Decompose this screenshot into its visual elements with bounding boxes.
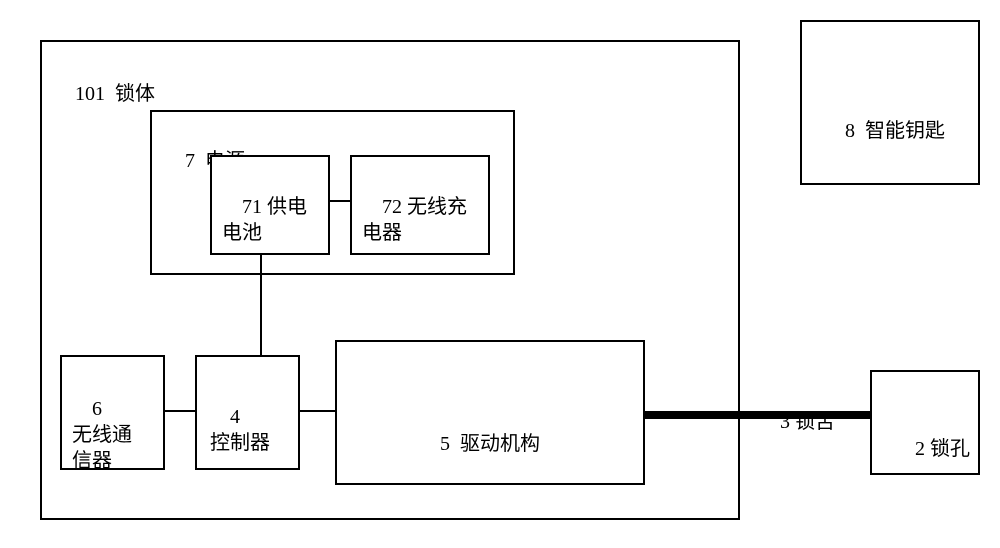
charger-label: 72 无线充 电器 (362, 168, 467, 272)
connector-wireless-controller (165, 410, 195, 412)
lock-tongue-label: 3 锁舌 (760, 383, 835, 461)
lock-hole-label: 2 锁孔 (895, 410, 970, 488)
connector-battery-controller (260, 255, 262, 355)
controller-label: 4控制器 (210, 378, 270, 482)
battery-label: 71 供电 电池 (222, 168, 307, 272)
smart-key-label: 8 智能钥匙 (825, 92, 945, 170)
drive-mech-label: 5 驱动机构 (420, 405, 540, 483)
lock-tongue-bar (645, 411, 870, 419)
connector-battery-charger (330, 200, 350, 202)
lock-body-label: 101 锁体 (55, 55, 155, 133)
connector-controller-drive (300, 410, 335, 412)
diagram-canvas: 101 锁体 8 智能钥匙 7 电源 71 供电 电池 72 无线充 电器 6无… (0, 0, 1000, 548)
wireless-comm-label: 6无线通 信器 (72, 370, 132, 500)
